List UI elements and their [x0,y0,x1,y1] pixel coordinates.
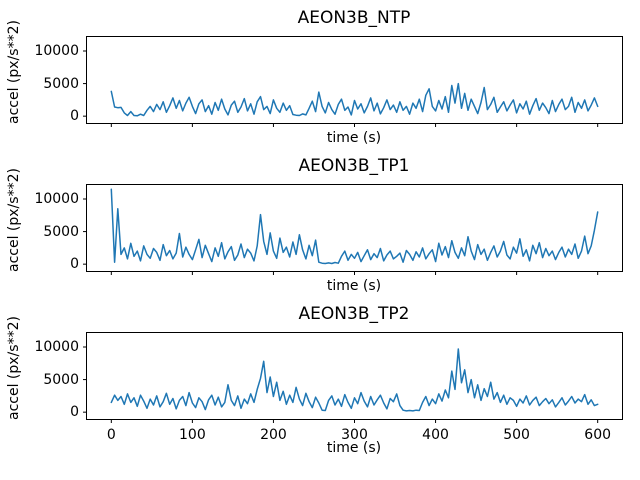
y-tick-label: 5000 [43,75,79,92]
plot-area [83,346,599,423]
x-axis-label: time (s) [326,278,382,294]
y-tick-label: 0 [70,404,79,421]
axes-box [83,332,623,423]
series-line [110,348,599,412]
x-tick-label: 0 [106,427,116,443]
y-tick-label: 10000 [34,339,79,355]
x-tick-label: 300 [341,427,368,443]
y-tick-label: 10000 [34,191,79,207]
y-tick-label: 0 [70,108,79,125]
y-tick-label: 0 [70,256,79,273]
x-axis-label: time (s) [326,130,382,146]
axes-box [83,36,623,127]
axes-box [83,184,623,275]
x-tick-label: 600 [584,427,612,443]
x-tick-label: 200 [260,427,287,443]
subplot-title-tp2: AEON3B_TP2 [298,304,410,324]
series-line [110,188,599,265]
y-axis-label: accel (px/s**2) [6,316,22,420]
plot-area [83,188,599,275]
series-line [110,82,599,117]
plot-area [83,50,599,127]
subplot-title-tp1: AEON3B_TP1 [298,156,410,176]
y-tick-label: 10000 [34,43,79,59]
y-tick-label: 5000 [43,371,79,388]
x-tick-label: 500 [503,427,530,443]
x-tick-label: 100 [179,427,206,443]
subplot-title-ntp: AEON3B_NTP [297,8,411,28]
x-axis-label: time (s) [326,440,382,456]
y-tick-label: 5000 [43,223,79,240]
x-tick-label: 400 [422,427,449,443]
